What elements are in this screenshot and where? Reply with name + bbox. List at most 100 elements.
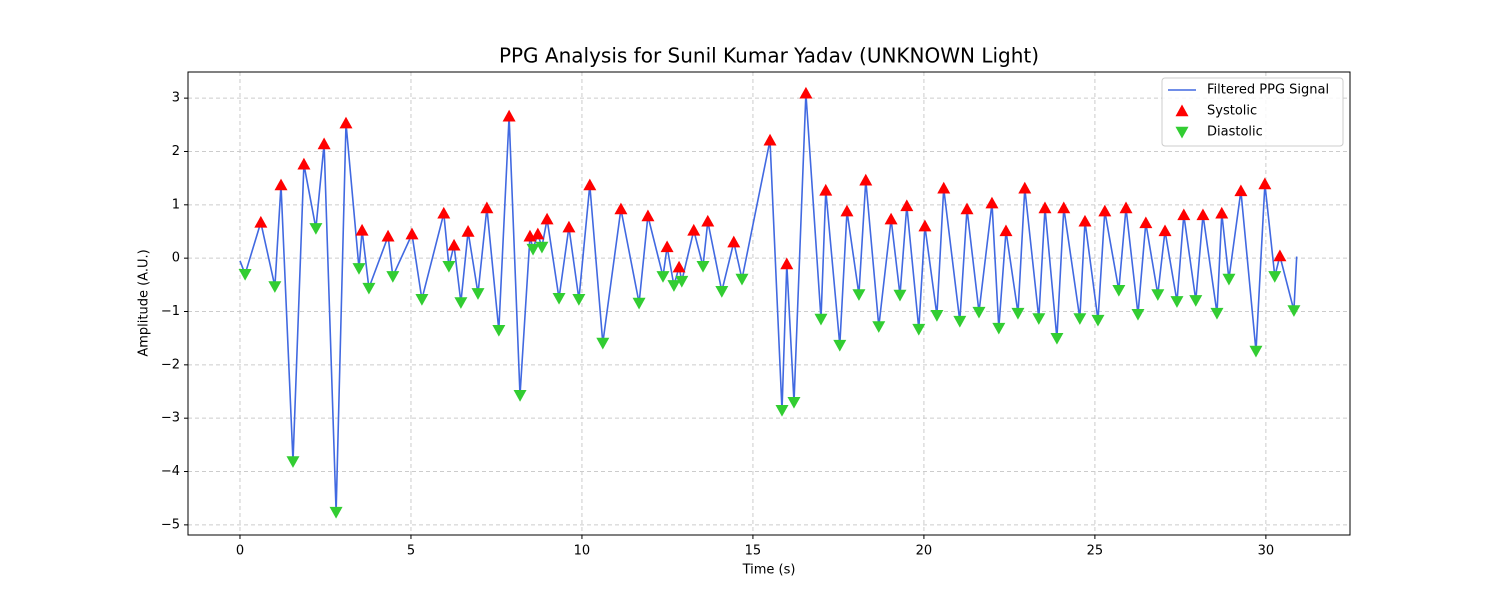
- legend-swatch: [1175, 126, 1189, 139]
- peak-marker: [352, 263, 366, 275]
- peak-marker: [985, 196, 999, 209]
- peak-marker: [656, 271, 670, 283]
- x-tick-label: 5: [407, 544, 415, 559]
- peak-marker: [900, 199, 914, 212]
- peak-marker: [1011, 307, 1025, 320]
- peak-marker: [1234, 184, 1248, 197]
- peak-marker: [355, 223, 369, 236]
- peak-marker: [852, 289, 866, 301]
- peak-marker: [918, 219, 932, 232]
- peak-marker: [819, 183, 833, 196]
- peak-marker: [1050, 332, 1064, 345]
- peak-marker: [1131, 308, 1145, 321]
- peak-marker: [309, 223, 323, 235]
- x-tick-label: 15: [745, 544, 762, 559]
- peak-marker: [1196, 208, 1210, 221]
- peak-marker: [872, 321, 886, 333]
- peak-marker: [1170, 296, 1184, 308]
- peak-marker: [1119, 201, 1133, 214]
- legend: Filtered PPG Signal Systolic Diastolic: [1161, 77, 1344, 147]
- peak-marker: [937, 181, 951, 194]
- peak-marker: [1158, 224, 1172, 237]
- y-tick-label: −5: [161, 517, 180, 532]
- chart-title: PPG Analysis for Sunil Kumar Yadav (UNKN…: [499, 44, 1039, 68]
- peak-marker: [912, 323, 926, 336]
- peak-marker: [492, 324, 506, 337]
- peak-marker: [780, 257, 794, 270]
- peak-marker: [1249, 345, 1263, 358]
- peak-marker: [1032, 313, 1046, 325]
- peak-marker: [1091, 314, 1105, 327]
- peak-marker: [502, 109, 516, 122]
- y-tick-label: −1: [161, 304, 180, 319]
- peak-marker: [833, 339, 847, 352]
- peak-marker: [687, 223, 701, 236]
- peak-marker: [381, 229, 395, 242]
- x-tick-label: 20: [916, 544, 933, 559]
- peak-marker: [447, 238, 461, 251]
- peak-marker: [1112, 284, 1126, 297]
- peak-marker: [787, 396, 801, 409]
- peak-marker: [562, 220, 576, 233]
- peak-marker: [735, 273, 749, 286]
- peak-marker: [535, 241, 549, 254]
- axes-frame: [187, 71, 1351, 536]
- peak-marker: [1177, 208, 1191, 221]
- peak-marker: [552, 292, 566, 305]
- peak-marker: [268, 281, 282, 293]
- peak-marker: [297, 157, 311, 170]
- peak-marker: [775, 404, 789, 417]
- y-tick-label: 2: [172, 144, 180, 159]
- peak-marker: [415, 294, 429, 306]
- x-tick-label: 30: [1258, 544, 1275, 559]
- y-tick-label: −2: [161, 357, 180, 372]
- peak-marker: [405, 227, 419, 240]
- peak-marker: [672, 260, 686, 273]
- peak-marker: [632, 297, 646, 310]
- peak-marker: [1222, 273, 1236, 286]
- peak-marker: [442, 260, 456, 273]
- peak-marker: [1258, 177, 1272, 190]
- peak-marker: [329, 506, 343, 519]
- peak-marker: [1189, 295, 1203, 307]
- peak-marker: [339, 116, 353, 129]
- peak-marker: [727, 235, 741, 248]
- peak-marker: [972, 306, 986, 319]
- peak-marker: [362, 282, 376, 295]
- peak-marker: [701, 214, 715, 227]
- peak-marker: [461, 224, 475, 237]
- peak-marker: [799, 86, 813, 99]
- legend-swatch: [1175, 104, 1189, 117]
- peak-marker: [1038, 201, 1052, 214]
- peak-marker: [1268, 271, 1282, 283]
- peak-marker: [583, 178, 597, 191]
- peak-marker: [254, 215, 268, 228]
- peak-marker: [1098, 204, 1112, 217]
- peak-marker: [614, 202, 628, 215]
- x-axis-label: Time (s): [742, 563, 796, 578]
- legend-label: Filtered PPG Signal: [1207, 83, 1329, 98]
- peak-marker: [893, 289, 907, 302]
- peak-marker: [715, 286, 729, 298]
- peak-marker: [884, 212, 898, 225]
- x-tick-label: 10: [574, 544, 591, 559]
- peak-marker: [317, 137, 331, 150]
- peak-marker: [960, 202, 974, 215]
- peak-marker: [572, 294, 586, 306]
- y-tick-label: −4: [161, 464, 180, 479]
- peak-marker: [814, 313, 828, 326]
- legend-label: Systolic: [1207, 104, 1257, 119]
- peak-marker: [953, 315, 967, 328]
- peak-marker: [1151, 289, 1165, 301]
- peak-marker: [641, 209, 655, 222]
- peak-marker: [526, 243, 540, 256]
- legend-box: [1161, 77, 1344, 147]
- peak-marker: [1018, 181, 1032, 194]
- peak-marker: [992, 322, 1006, 335]
- legend-label: Diastolic: [1207, 125, 1263, 140]
- peak-marker: [675, 275, 689, 288]
- peak-marker: [1139, 216, 1153, 229]
- peak-marker: [1078, 214, 1092, 227]
- peak-marker: [999, 224, 1013, 237]
